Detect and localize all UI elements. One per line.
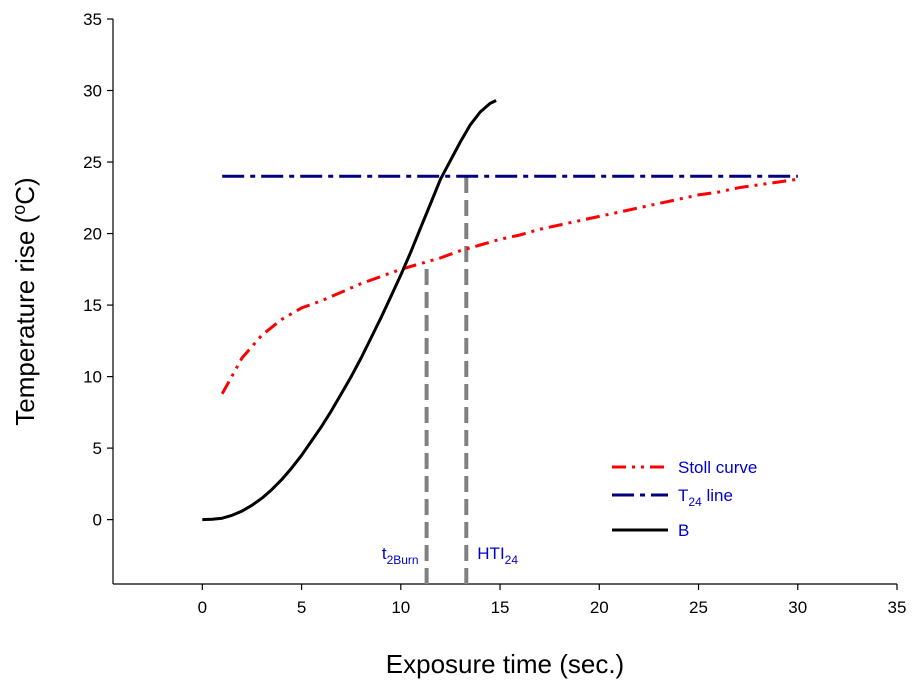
- legend-item-stoll: Stoll curve: [612, 458, 757, 477]
- x-tick-label: 35: [888, 598, 907, 617]
- y-tick-label: 35: [83, 10, 102, 29]
- y-axis-title: Temperature rise (oC): [9, 177, 40, 425]
- annotation-hti24-main: HTI: [477, 544, 504, 563]
- legend-label-t24-rest: line: [702, 486, 733, 505]
- x-axis-title: Exposure time (sec.): [386, 649, 624, 679]
- x-tick-label: 10: [391, 598, 410, 617]
- annotations: t2Burn HTI24: [382, 544, 519, 567]
- annotation-hti24: HTI24: [477, 544, 518, 567]
- y-axis-title-superscript: o: [9, 205, 29, 215]
- y-tick-label: 15: [83, 296, 102, 315]
- x-axis-ticks: 0 5 10 15 20 25 30 35: [198, 584, 907, 617]
- series-layer: [202, 99, 799, 522]
- annotation-t2burn-main: t: [382, 544, 387, 563]
- plot-frame: [112, 19, 897, 585]
- series-line-b: [202, 99, 497, 522]
- legend: Stoll curve T24 line B: [612, 458, 757, 540]
- annotation-t2burn-sub: 2Burn: [387, 553, 419, 567]
- y-tick-label: 5: [93, 439, 102, 458]
- x-tick-label: 5: [297, 598, 306, 617]
- y-axis-title-post: C): [10, 177, 40, 204]
- legend-label-b: B: [678, 521, 689, 540]
- x-tick-label: 25: [689, 598, 708, 617]
- legend-label-stoll: Stoll curve: [678, 458, 757, 477]
- y-tick-label: 10: [83, 368, 102, 387]
- legend-item-b: B: [612, 521, 689, 540]
- series-line-stoll: [220, 177, 799, 395]
- annotation-t2burn: t2Burn: [382, 544, 419, 567]
- y-axis-title-pre: Temperature rise (: [10, 214, 40, 425]
- y-axis-ticks: 0 5 10 15 20 25 30 35: [83, 10, 113, 530]
- legend-label-t24-main: T: [678, 486, 688, 505]
- legend-label-t24: T24 line: [678, 486, 733, 509]
- y-tick-label: 30: [83, 82, 102, 101]
- y-tick-label: 20: [83, 225, 102, 244]
- y-tick-label: 25: [83, 153, 102, 172]
- x-tick-label: 20: [590, 598, 609, 617]
- annotation-hti24-sub: 24: [505, 553, 519, 567]
- y-tick-label: 0: [93, 511, 102, 530]
- x-tick-label: 0: [198, 598, 207, 617]
- x-tick-label: 30: [788, 598, 807, 617]
- legend-item-t24: T24 line: [612, 486, 733, 509]
- legend-label-t24-sub: 24: [688, 495, 702, 509]
- reference-lines: [424, 176, 469, 584]
- x-tick-label: 15: [491, 598, 510, 617]
